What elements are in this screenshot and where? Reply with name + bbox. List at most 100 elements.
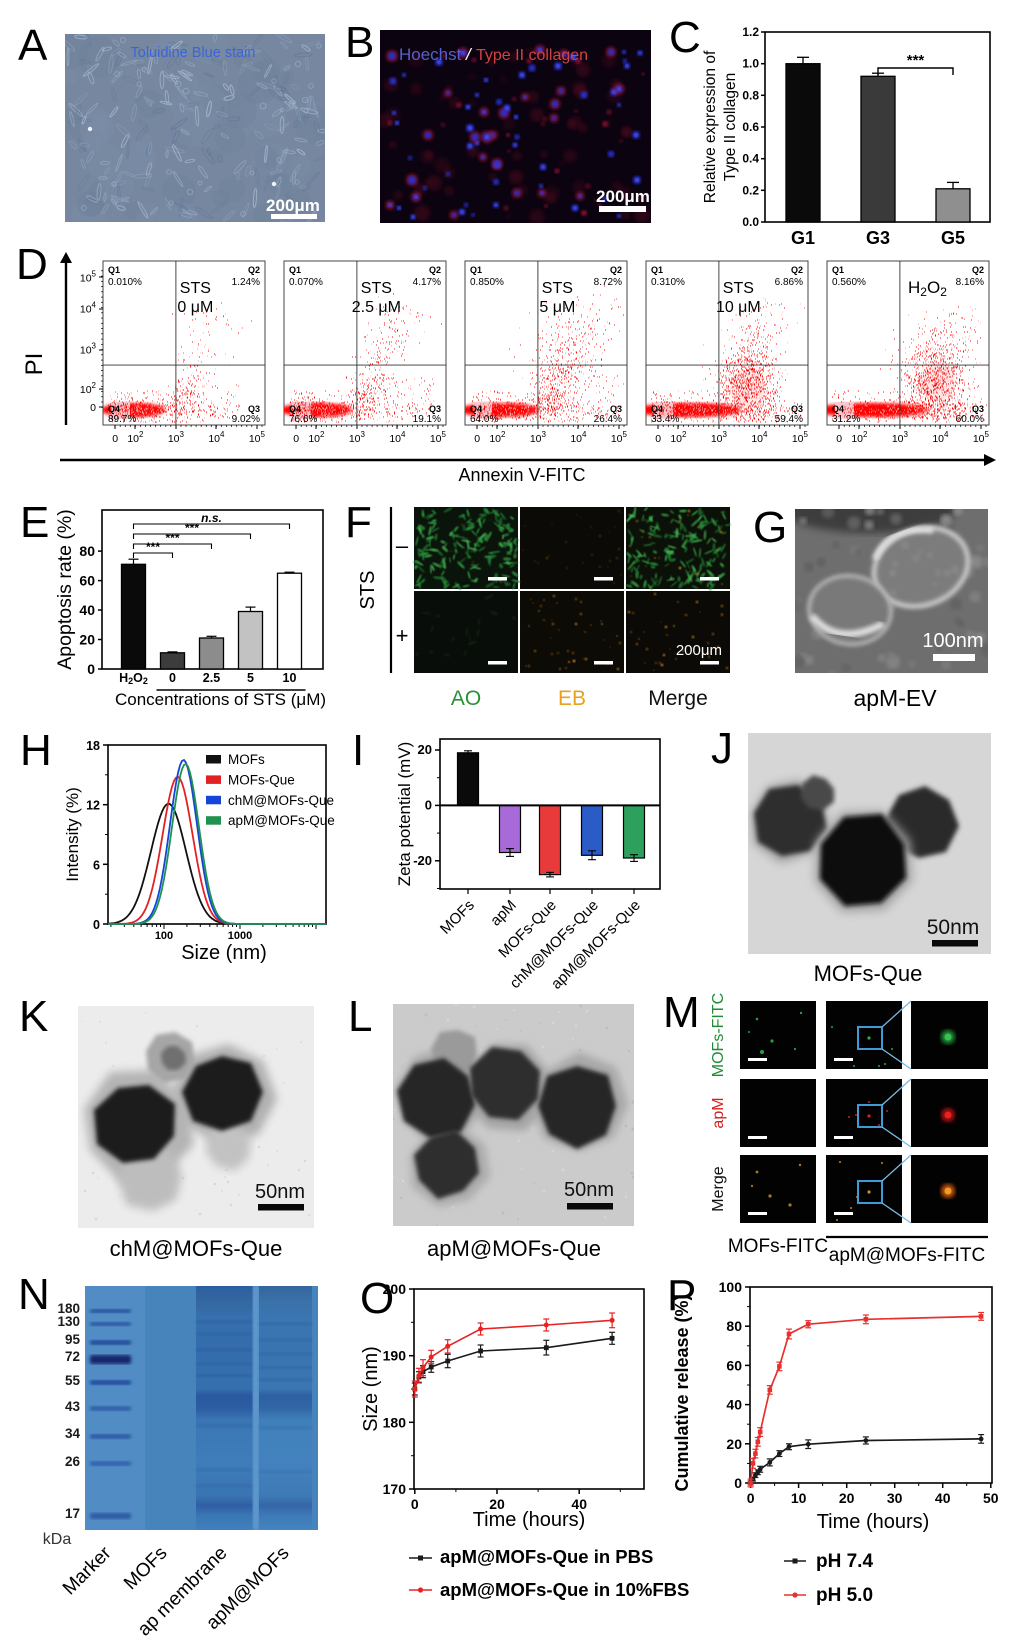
svg-text:Q1: Q1 — [108, 265, 120, 275]
svg-text:0: 0 — [293, 433, 299, 445]
svg-text:60: 60 — [79, 573, 95, 589]
svg-text:H2O2: H2O2 — [908, 278, 947, 299]
svg-text:60.0%: 60.0% — [956, 414, 984, 425]
svg-text:30: 30 — [887, 1490, 903, 1506]
svg-text:Merge: Merge — [648, 687, 708, 710]
svg-text:100: 100 — [155, 930, 173, 942]
svg-text:Relative expression of: Relative expression of — [702, 50, 719, 203]
svg-text:55: 55 — [65, 1373, 81, 1388]
svg-text:102: 102 — [670, 430, 687, 445]
svg-text:pH 7.4: pH 7.4 — [816, 1551, 873, 1572]
svg-text:apM: apM — [710, 1097, 727, 1128]
svg-text:0 μM: 0 μM — [177, 299, 213, 316]
svg-text:103: 103 — [80, 342, 97, 357]
svg-text:Q3: Q3 — [429, 404, 441, 414]
svg-text:200μm: 200μm — [596, 187, 650, 206]
svg-text:Q1: Q1 — [651, 265, 663, 275]
svg-text:MOFs-Que: MOFs-Que — [228, 772, 295, 787]
svg-text:170: 170 — [383, 1481, 407, 1497]
svg-text:6.86%: 6.86% — [775, 277, 803, 288]
svg-text:0: 0 — [90, 402, 96, 414]
svg-text:10: 10 — [283, 671, 297, 685]
svg-text:Q3: Q3 — [972, 404, 984, 414]
svg-text:AO: AO — [451, 687, 481, 710]
svg-text:9.02%: 9.02% — [232, 414, 260, 425]
svg-text:26: 26 — [65, 1454, 81, 1469]
svg-text:19.1%: 19.1% — [413, 414, 441, 425]
svg-text:G5: G5 — [941, 228, 965, 248]
svg-text:Q3: Q3 — [610, 404, 622, 414]
svg-text:2.5: 2.5 — [203, 671, 220, 685]
svg-text:Apoptosis rate (%): Apoptosis rate (%) — [54, 509, 76, 669]
svg-text:50: 50 — [983, 1490, 999, 1506]
svg-text:–: – — [396, 533, 409, 558]
svg-text:0: 0 — [836, 433, 842, 445]
svg-text:104: 104 — [80, 301, 97, 316]
svg-text:0.310%: 0.310% — [651, 277, 685, 288]
svg-text:0: 0 — [655, 433, 661, 445]
svg-text:MOFs-FITC: MOFs-FITC — [728, 1236, 828, 1257]
svg-text:G3: G3 — [866, 228, 890, 248]
svg-text:40: 40 — [935, 1490, 951, 1506]
svg-text:1.0: 1.0 — [742, 57, 759, 71]
svg-text:MOFs: MOFs — [120, 1543, 171, 1594]
svg-text:104: 104 — [389, 430, 406, 445]
svg-text:26.4%: 26.4% — [594, 414, 622, 425]
svg-text:Toluidine Blue stain: Toluidine Blue stain — [131, 45, 256, 61]
svg-text:33.4%: 33.4% — [651, 414, 679, 425]
svg-text:102: 102 — [127, 430, 144, 445]
svg-text:***: *** — [907, 52, 925, 69]
svg-text:Type II collagen: Type II collagen — [476, 47, 588, 64]
svg-text:PI: PI — [21, 353, 48, 376]
svg-text:STS: STS — [723, 280, 754, 297]
svg-text:100: 100 — [719, 1279, 743, 1295]
svg-text:***: *** — [185, 521, 199, 535]
svg-text:18: 18 — [86, 739, 100, 753]
svg-text:Q4: Q4 — [470, 404, 482, 414]
svg-text:Cumulative release (%): Cumulative release (%) — [672, 1294, 692, 1491]
svg-text:34: 34 — [65, 1426, 81, 1441]
svg-text:105: 105 — [792, 430, 809, 445]
svg-text:apM@MOFs-Que: apM@MOFs-Que — [228, 813, 335, 828]
svg-text:50nm: 50nm — [255, 1181, 305, 1203]
svg-text:0.850%: 0.850% — [470, 277, 504, 288]
svg-text:G1: G1 — [791, 228, 815, 248]
svg-text:STS: STS — [542, 280, 573, 297]
svg-text:17: 17 — [65, 1506, 80, 1521]
svg-text:pH 5.0: pH 5.0 — [816, 1585, 873, 1606]
svg-text:Q3: Q3 — [248, 404, 260, 414]
svg-text:104: 104 — [751, 430, 768, 445]
svg-text:72: 72 — [65, 1349, 80, 1364]
svg-text:chM@MOFs-Que: chM@MOFs-Que — [228, 793, 334, 808]
svg-text:Q4: Q4 — [832, 404, 844, 414]
svg-text:0: 0 — [425, 797, 432, 812]
svg-text:50nm: 50nm — [564, 1179, 614, 1201]
svg-text:Time (hours): Time (hours) — [473, 1509, 586, 1531]
svg-text:200μm: 200μm — [266, 196, 320, 215]
svg-text:50nm: 50nm — [927, 916, 980, 939]
svg-text:apM: apM — [487, 897, 520, 930]
svg-text:103: 103 — [168, 430, 185, 445]
svg-text:0: 0 — [747, 1490, 755, 1506]
svg-text:80: 80 — [79, 543, 95, 559]
svg-text:Concentrations of STS (μM): Concentrations of STS (μM) — [115, 690, 326, 709]
svg-text:0.2: 0.2 — [742, 183, 759, 197]
svg-text:180: 180 — [57, 1301, 80, 1316]
svg-text:59.4%: 59.4% — [775, 414, 803, 425]
svg-text:apM@MOFs-FITC: apM@MOFs-FITC — [829, 1245, 986, 1266]
svg-text:Q1: Q1 — [470, 265, 482, 275]
svg-text:MOFs-FITC: MOFs-FITC — [710, 993, 727, 1077]
svg-text:0: 0 — [411, 1496, 419, 1512]
svg-text:Q2: Q2 — [248, 265, 260, 275]
svg-text:Q2: Q2 — [610, 265, 622, 275]
svg-text:8.16%: 8.16% — [956, 277, 984, 288]
svg-text:10 μM: 10 μM — [716, 299, 761, 316]
svg-text:Annexin V-FITC: Annexin V-FITC — [458, 465, 585, 485]
svg-text:102: 102 — [489, 430, 506, 445]
svg-text:20: 20 — [418, 742, 432, 757]
svg-text:104: 104 — [932, 430, 949, 445]
svg-text:Q4: Q4 — [289, 404, 301, 414]
svg-text:0: 0 — [93, 918, 100, 932]
svg-text:***: *** — [146, 540, 160, 554]
svg-text:200: 200 — [383, 1281, 407, 1297]
